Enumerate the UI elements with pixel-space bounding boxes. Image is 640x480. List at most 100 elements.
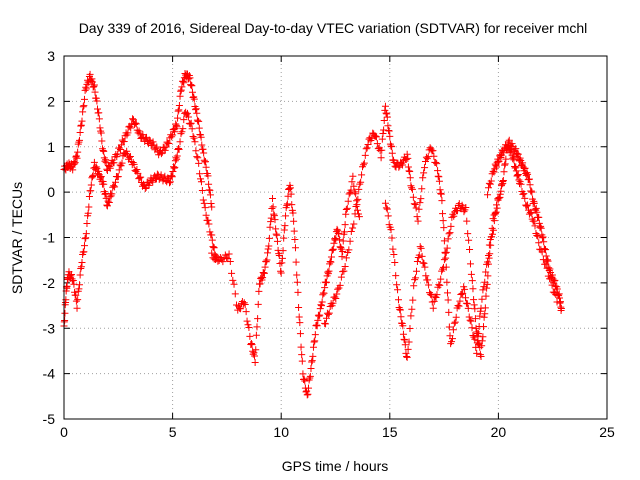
- point-track-f-9-2: [530, 199, 538, 207]
- point-track-e-19-1: [493, 204, 501, 212]
- point-track-d-5-0: [358, 171, 366, 179]
- point-track-d-14-3: [410, 200, 418, 208]
- point-track-f-1-4: [493, 163, 501, 171]
- point-track-d-25-5: [476, 312, 484, 320]
- point-track-b-0-3: [61, 309, 69, 317]
- series-track-f: [484, 136, 565, 315]
- point-track-b-28-2: [209, 243, 217, 251]
- point-track-e-26-5: [534, 232, 542, 240]
- point-track-f-16-0: [557, 305, 565, 313]
- point-track-e-17-3: [483, 280, 491, 288]
- point-track-c-19-5: [311, 337, 319, 345]
- point-track-f-8-2: [526, 181, 534, 189]
- point-track-f-14-4: [553, 285, 561, 293]
- point-track-c-8-5: [263, 256, 271, 264]
- point-track-a-21-1: [174, 114, 182, 122]
- point-track-b-28-0: [208, 231, 216, 239]
- point-track-d-17-3: [430, 152, 438, 160]
- point-track-d-24-1: [467, 317, 475, 325]
- point-track-c-26-5: [341, 221, 349, 229]
- point-track-c-0-0: [208, 249, 216, 257]
- series-track-e: [381, 141, 561, 361]
- point-track-f-10-5: [537, 222, 545, 230]
- x-axis-label: GPS time / hours: [282, 458, 389, 474]
- point-track-d-20-2: [444, 289, 452, 297]
- point-track-e-17-6: [485, 254, 493, 262]
- point-track-d-9-4: [384, 122, 392, 130]
- point-track-a-27-2: [200, 156, 208, 164]
- point-track-c-20-1: [313, 321, 321, 329]
- point-track-e-13-5: [466, 260, 474, 268]
- point-track-c-4-2: [242, 308, 250, 316]
- point-track-e-8-0: [429, 304, 437, 312]
- point-track-c-16-3: [296, 330, 304, 338]
- point-track-e-8-1: [430, 297, 438, 305]
- point-track-c-4-6: [246, 332, 254, 340]
- point-track-b-24-6: [187, 119, 195, 127]
- point-track-b-5-4: [80, 248, 88, 256]
- point-track-b-7-1: [87, 187, 95, 195]
- point-track-d-8-5: [380, 116, 388, 124]
- point-track-f-8-5: [528, 188, 536, 196]
- point-track-f-4-3: [508, 140, 516, 148]
- point-track-d-6-0: [364, 141, 372, 149]
- point-track-b-21-6: [170, 164, 178, 172]
- point-track-f-9-6: [533, 208, 541, 216]
- point-track-b-20-6: [165, 179, 173, 187]
- point-track-c-13-0: [282, 212, 290, 220]
- point-track-c-11-0: [273, 231, 281, 239]
- point-track-c-3-3: [237, 305, 245, 313]
- point-track-c-10-2: [270, 210, 278, 218]
- point-track-d-13-5: [406, 174, 414, 182]
- point-track-a-28-4: [206, 186, 214, 194]
- point-track-d-0-0: [321, 319, 329, 327]
- point-track-c-21-6: [320, 289, 328, 297]
- y-tick-label-7: 2: [47, 93, 55, 109]
- point-track-d-4-6: [357, 178, 365, 186]
- point-track-f-10-3: [535, 219, 543, 227]
- point-track-c-24-2: [331, 235, 339, 243]
- point-track-a-11-6: [116, 144, 124, 152]
- point-track-e-18-3: [489, 230, 497, 238]
- point-track-e-20-2: [500, 168, 508, 176]
- point-track-e-0-0: [381, 199, 389, 207]
- point-track-e-20-1: [499, 177, 507, 185]
- point-track-a-27-1: [200, 149, 208, 157]
- point-track-d-0-5: [325, 309, 333, 317]
- point-track-f-0-1: [484, 184, 492, 192]
- point-track-e-6-0: [416, 243, 424, 251]
- point-track-c-28-3: [352, 190, 360, 198]
- point-track-c-28-1: [350, 182, 358, 190]
- point-track-e-19-5: [497, 187, 505, 195]
- point-track-b-3-1: [69, 276, 77, 284]
- point-track-f-8-1: [525, 175, 533, 183]
- point-track-e-26-1: [530, 217, 538, 225]
- point-track-e-17-0: [481, 304, 489, 312]
- point-track-a-24-1: [187, 81, 195, 89]
- point-track-e-23-5: [515, 176, 523, 184]
- point-track-b-6-2: [83, 219, 91, 227]
- point-track-d-7-1: [372, 132, 380, 140]
- point-track-d-20-1: [443, 278, 451, 286]
- point-track-d-23-4: [463, 300, 471, 308]
- point-track-b-28-4: [210, 244, 218, 252]
- point-track-d-24-2: [468, 324, 476, 332]
- point-track-b-27-4: [205, 220, 213, 228]
- point-track-e-7-2: [425, 281, 433, 289]
- point-track-a-17-0: [149, 138, 157, 146]
- chart-title: Day 339 of 2016, Sidereal Day-to-day VTE…: [79, 20, 588, 36]
- point-track-c-18-1: [304, 390, 312, 398]
- point-track-b-22-1: [171, 157, 179, 165]
- point-track-a-2-3: [71, 160, 79, 168]
- point-track-d-1-4: [331, 293, 339, 301]
- point-track-e-6-4: [420, 259, 428, 267]
- point-track-a-6-0: [86, 70, 94, 78]
- point-track-e-13-3: [465, 236, 473, 244]
- point-track-e-6-3: [419, 259, 427, 267]
- point-track-b-26-6: [200, 199, 208, 207]
- point-track-d-15-0: [414, 217, 422, 225]
- point-track-a-7-4: [93, 97, 101, 105]
- point-track-c-19-3: [309, 343, 317, 351]
- point-track-c-8-4: [262, 258, 270, 266]
- point-track-e-1-1: [389, 245, 397, 253]
